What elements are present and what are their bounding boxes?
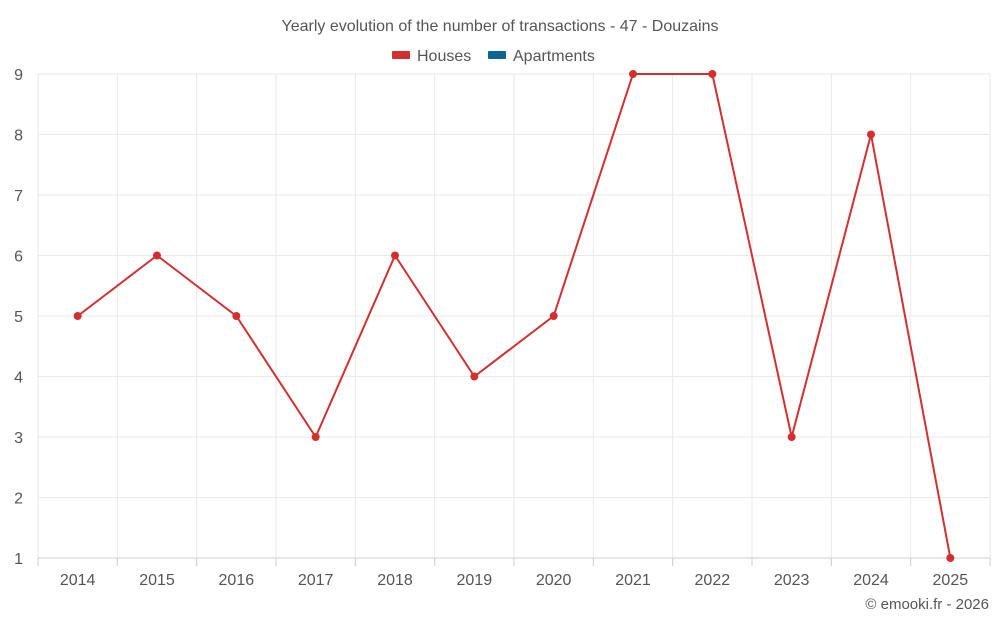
y-tick-label: 8 bbox=[14, 128, 23, 145]
legend-item-houses[interactable]: Houses bbox=[392, 48, 471, 65]
legend-label-houses: Houses bbox=[417, 48, 471, 65]
y-tick-label: 3 bbox=[14, 430, 23, 447]
data-point-houses-2019[interactable] bbox=[470, 372, 479, 381]
data-point-houses-2018[interactable] bbox=[391, 251, 399, 260]
y-tick-label: 7 bbox=[14, 188, 23, 205]
y-tick-label: 4 bbox=[14, 370, 23, 387]
data-point-houses-2021[interactable] bbox=[629, 70, 637, 78]
x-tick-label: 2017 bbox=[298, 572, 334, 589]
chart-title: Yearly evolution of the number of transa… bbox=[282, 18, 719, 35]
credit-text: © emooki.fr - 2026 bbox=[865, 596, 989, 613]
legend-swatch-apartments bbox=[488, 51, 506, 59]
data-point-houses-2024[interactable] bbox=[867, 130, 875, 139]
x-tick-label: 2021 bbox=[615, 572, 651, 589]
data-point-houses-2016[interactable] bbox=[232, 312, 241, 320]
x-tick-label: 2015 bbox=[139, 572, 175, 589]
data-point-houses-2014[interactable] bbox=[73, 312, 82, 320]
data-point-houses-2025[interactable] bbox=[946, 554, 955, 562]
data-point-houses-2017[interactable] bbox=[311, 433, 320, 441]
x-tick-label: 2025 bbox=[933, 572, 969, 589]
legend: Houses Apartments bbox=[392, 48, 595, 65]
x-tick-label: 2022 bbox=[695, 572, 731, 589]
y-tick-label: 5 bbox=[14, 309, 23, 326]
grid bbox=[37, 73, 991, 558]
y-tick-label: 6 bbox=[14, 249, 23, 266]
y-tick-label: 9 bbox=[14, 67, 23, 84]
data-point-houses-2022[interactable] bbox=[708, 70, 717, 78]
y-tick-label: 1 bbox=[14, 551, 23, 568]
axes: 1 2 3 4 5 6 7 8 9 2014 2015 2016 2017 2018 2019 2020 202… bbox=[14, 67, 991, 589]
x-tick-label: 2019 bbox=[457, 572, 493, 589]
x-tick-label: 2024 bbox=[853, 572, 889, 589]
legend-swatch-houses bbox=[392, 51, 410, 59]
data-point-houses-2023[interactable] bbox=[787, 433, 796, 441]
x-tick-label: 2020 bbox=[536, 572, 572, 589]
x-tick-label: 2016 bbox=[219, 572, 255, 589]
x-tick-label: 2023 bbox=[774, 572, 810, 589]
series-houses bbox=[73, 70, 955, 562]
y-tick-label: 2 bbox=[14, 491, 23, 508]
data-point-houses-2015[interactable] bbox=[153, 251, 161, 260]
legend-item-apartments[interactable]: Apartments bbox=[488, 48, 595, 65]
data-point-houses-2020[interactable] bbox=[549, 312, 558, 320]
x-tick-label: 2014 bbox=[60, 572, 96, 589]
series-line-houses bbox=[77, 73, 952, 559]
legend-label-apartments: Apartments bbox=[513, 48, 595, 65]
x-tick-label: 2018 bbox=[377, 572, 413, 589]
